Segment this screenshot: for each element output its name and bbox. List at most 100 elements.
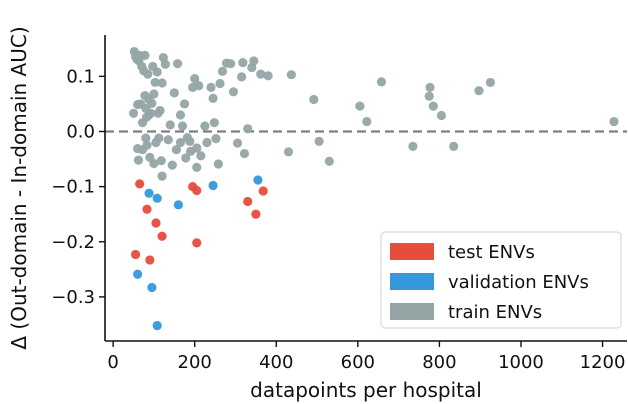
train-point [175,137,186,148]
train-point [149,89,159,99]
train-point [192,162,202,172]
test-point [142,204,152,214]
train-point [286,70,296,80]
train-point [190,73,200,84]
x-tick-label: 1200 [580,352,626,373]
y-tick-label: 0.1 [66,66,95,87]
train-point [243,124,253,134]
train-point [283,147,294,157]
validation-point [152,193,162,203]
train-point [192,143,202,153]
train-point [228,87,239,97]
x-axis-title: datapoints per hospital [250,378,482,402]
train-point [239,148,250,159]
legend-swatch-train [390,303,434,320]
train-point [175,110,186,120]
train-point [181,153,191,163]
train-point [249,56,259,66]
train-point [200,121,210,131]
validation-point [144,188,154,198]
train-point [152,67,162,77]
legend-swatch-test [390,243,434,260]
train-point [141,133,151,143]
x-tick-label: 1000 [498,352,544,373]
test-point [251,209,261,219]
train-point [194,81,204,91]
train-point [425,82,435,92]
legend-label-train: train ENVs [448,302,542,323]
train-point [147,98,157,108]
train-point [263,71,273,81]
train-point [217,66,228,76]
train-point [146,108,156,118]
test-point [192,185,202,196]
train-point [256,69,266,79]
train-point [155,105,165,116]
train-point [449,141,459,151]
train-point [232,138,243,148]
train-point [142,140,152,150]
y-axis-title: Δ (Out-domain - In-domain AUC) [7,26,31,349]
train-point [160,59,170,69]
train-point [171,145,181,155]
train-point [206,82,216,92]
train-point [202,137,212,148]
validation-point [173,200,184,210]
train-point [165,120,175,130]
legend-label-validation: validation ENVs [448,272,589,293]
train-point [362,116,372,127]
test-point [130,249,141,260]
train-point [355,101,365,111]
train-point [436,110,447,121]
plot-area [105,46,627,331]
y-tick-label: −0.2 [51,232,95,253]
x-tick-label: 200 [178,352,212,373]
test-point [157,231,167,241]
train-point [408,141,418,151]
test-point [258,186,268,196]
x-tick-label: 600 [341,352,375,373]
train-point [609,116,619,127]
train-point [157,171,167,181]
train-point [154,133,164,143]
test-point [192,238,202,248]
test-point [135,179,145,189]
train-point [376,77,387,87]
train-point [474,86,484,96]
train-point [215,78,225,89]
train-point [163,135,173,145]
axes: 0 200 400 600 800 1000 1200 −0.3 −0.2 −0.1 0.0 0.1 [51,35,627,373]
train-point [213,159,223,169]
train-point [172,59,183,69]
train-point [179,99,190,109]
legend-frame [380,231,622,329]
train-point [208,93,218,104]
train-point [314,136,324,147]
y-tick-label: −0.3 [51,287,95,308]
train-point [133,155,144,165]
validation-point [253,175,263,185]
train-point [209,118,219,128]
data-points [128,46,619,331]
train-point [177,121,188,131]
train-point [150,77,160,88]
train-point [128,108,139,118]
y-tick-label: 0.0 [66,121,95,142]
train-point [140,50,150,61]
train-point [143,69,153,79]
train-point [324,156,334,166]
train-point [157,78,167,88]
train-point [237,72,247,82]
train-point [238,57,248,68]
train-point [226,59,236,69]
x-tick-label: 800 [422,352,456,373]
test-point [151,218,161,228]
x-tick-label: 0 [107,352,118,373]
train-point [211,134,221,144]
train-point [424,91,434,101]
validation-point [208,180,218,191]
train-point [309,94,319,105]
train-point [167,160,177,170]
validation-point [152,320,162,331]
train-point [149,158,159,169]
